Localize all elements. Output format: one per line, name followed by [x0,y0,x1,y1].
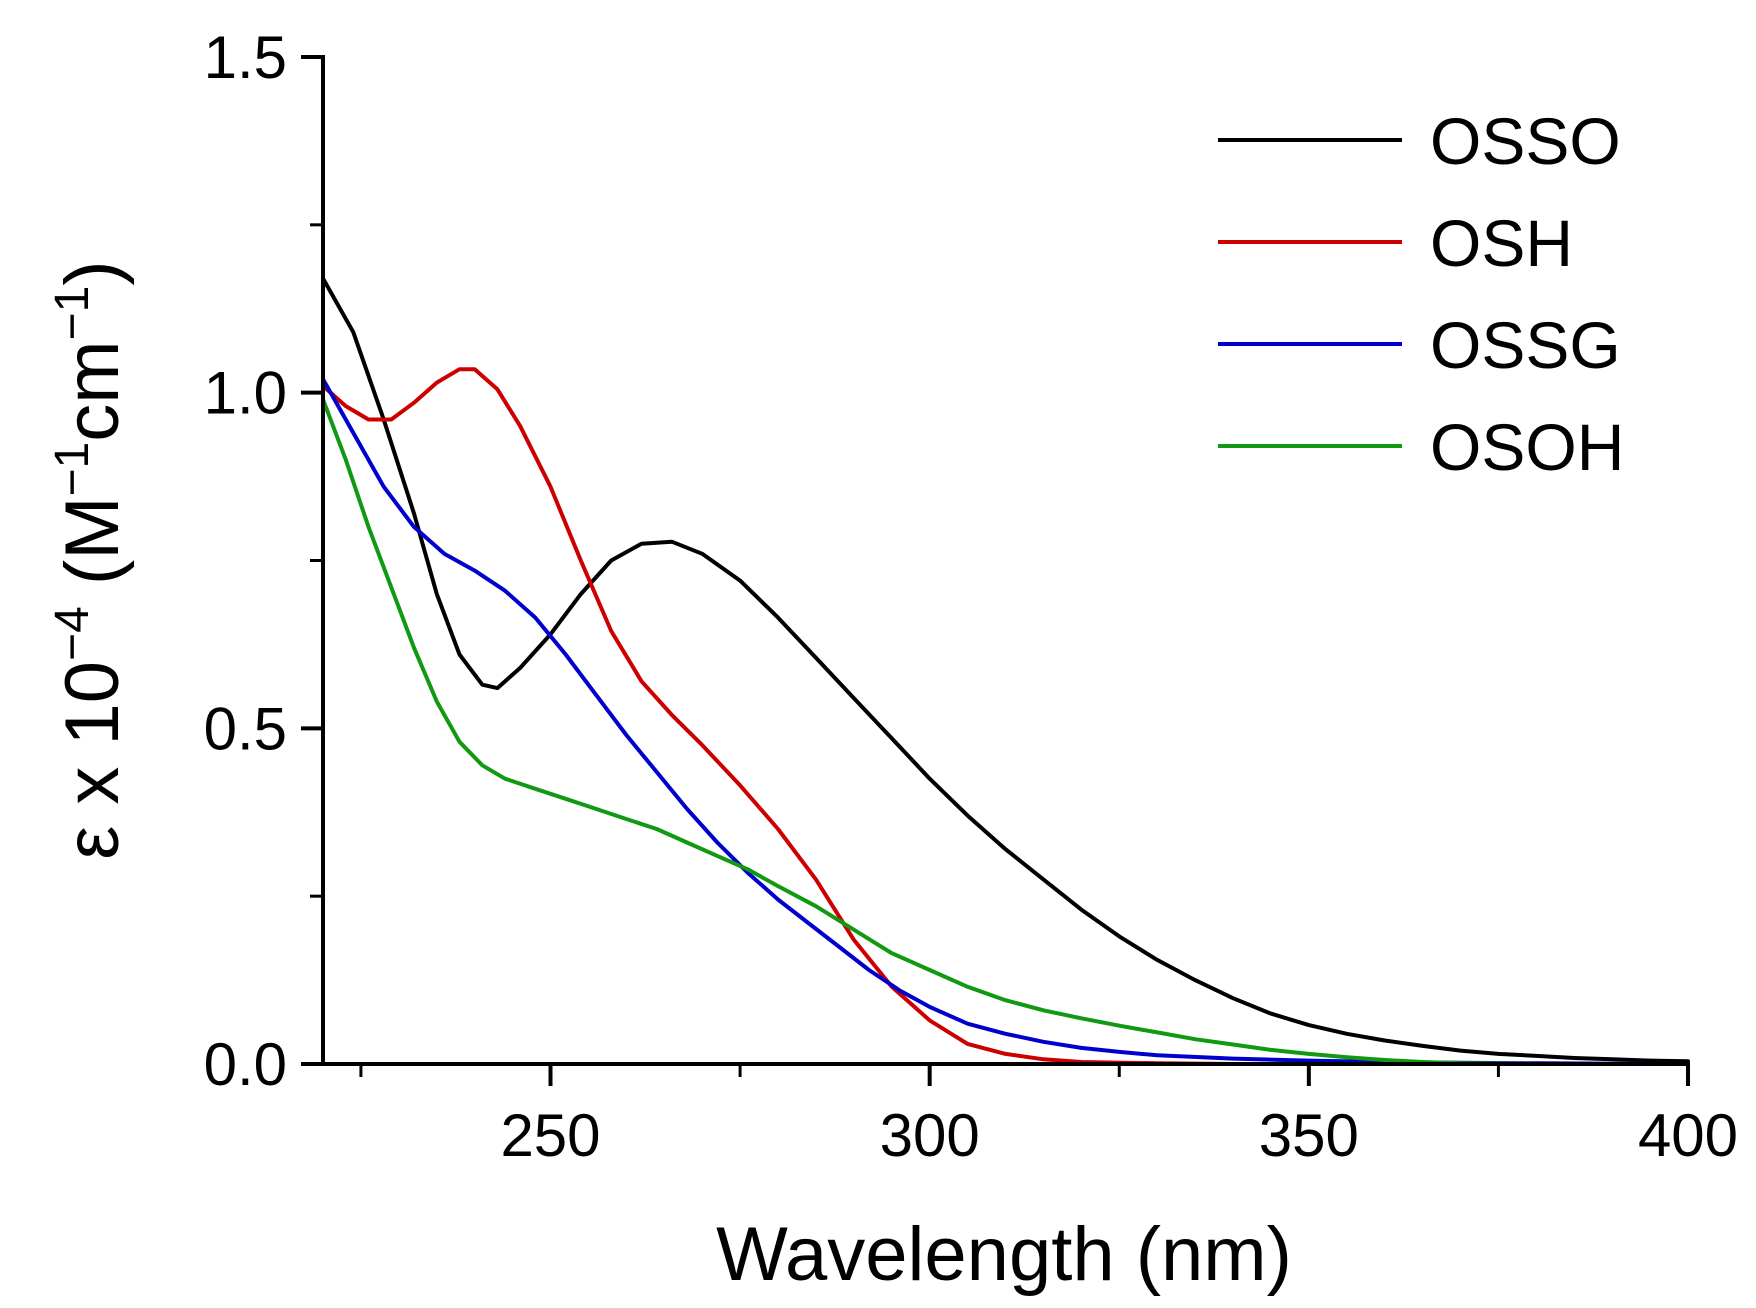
x-tick-label-250: 250 [500,1102,600,1169]
y-title-exp: −4 [46,606,99,661]
x-tick-label-400: 400 [1638,1102,1738,1169]
legend-label-osh: OSH [1430,206,1573,280]
y-tick-label-0.5: 0.5 [204,695,287,762]
y-axis-title: ε x 10−4 (M−1cm−1) [46,260,135,859]
series-line-ossg [321,377,1690,1066]
x-tick-label-350: 350 [1259,1102,1359,1169]
series-line-osoh [321,397,1690,1066]
y-title-unit-open: (M [50,496,135,606]
y-tick-label-1.0: 1.0 [204,360,287,427]
series-line-osso [321,276,1690,1064]
x-axis-title: Wavelength (nm) [716,1212,1292,1297]
series-layer [321,276,1690,1066]
x-tick-label-300: 300 [880,1102,980,1169]
legend-label-ossg: OSSG [1430,308,1621,382]
y-title-unit-mid: cm [50,340,135,441]
y-tick-label-0.0: 0.0 [204,1031,287,1098]
y-title-unit-exp1: −1 [46,442,99,497]
legend-label-osso: OSSO [1430,104,1621,178]
ticks-layer: 250 300 350 400 0.0 0.5 1.0 1.5 [204,24,1738,1169]
y-tick-label-1.5: 1.5 [204,24,287,91]
y-title-unit-close: ) [50,260,135,285]
legend: OSSO OSH OSSG OSOH [1218,104,1624,484]
y-title-prefix: ε x 10 [50,661,135,860]
y-title-unit-exp2: −1 [46,286,99,341]
legend-label-osoh: OSOH [1430,410,1624,484]
